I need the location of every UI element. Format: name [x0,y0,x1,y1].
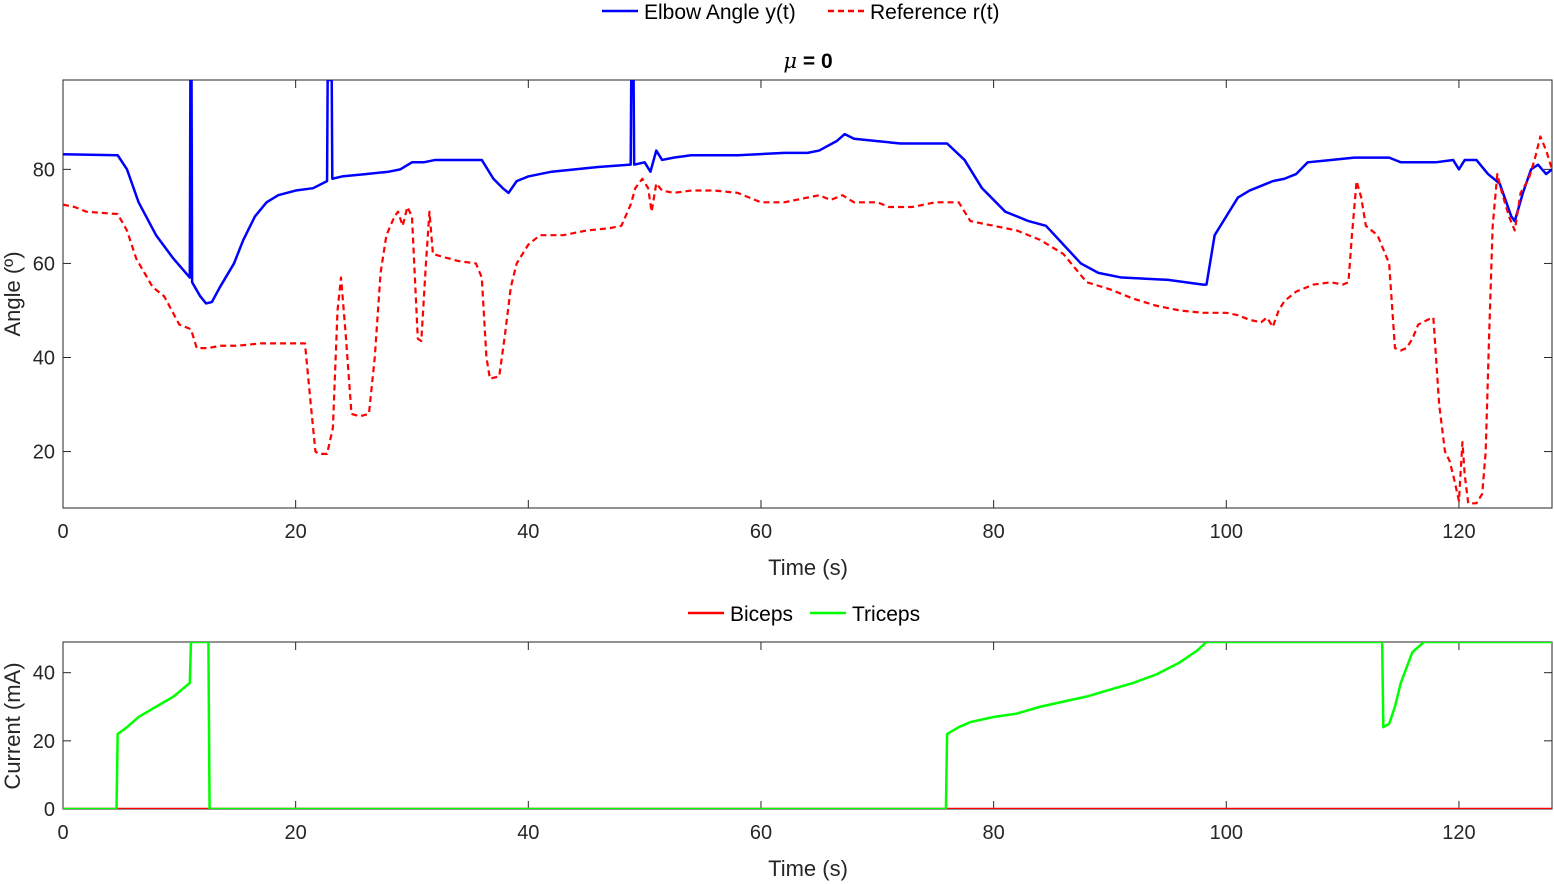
angle-xtick-label: 120 [1442,521,1475,543]
series-line-triceps [63,642,1552,809]
angle-ytick-label: 60 [33,253,55,275]
legend-label-triceps: Triceps [852,603,920,626]
current-xtick-label: 0 [57,822,68,844]
angle-legend: Elbow Angle y(t) Reference r(t) [602,1,1000,24]
angle-plot-ylabel: Angle (º) [0,251,25,336]
current-plot-ticks: 0 20 40 60 80 100 120 0 20 40 [33,642,1552,844]
title-value: = 0 [797,50,833,73]
angle-ytick-label: 80 [33,159,55,181]
current-plot-area [63,642,1552,809]
legend-label-reference: Reference r(t) [870,1,1000,24]
angle-plot-xlabel: Time (s) [768,555,848,580]
current-plot-ylabel: Current (mA) [0,662,25,789]
angle-ytick-label: 40 [33,347,55,369]
current-ytick-label: 0 [44,799,55,821]
current-xtick-label: 40 [517,822,539,844]
legend-label-biceps: Biceps [730,603,793,626]
current-xtick-label: 20 [285,822,307,844]
legend-label-elbow-angle: Elbow Angle y(t) [644,1,796,24]
current-ytick-label: 20 [33,731,55,753]
angle-plot: Elbow Angle y(t) Reference r(t) μ = 0 0 2… [0,1,1553,580]
current-plot: Biceps Triceps 0 20 40 60 80 100 120 0 20 40 Time… [0,603,1553,881]
current-plot-frame [62,641,1553,810]
current-xtick-label: 100 [1210,822,1243,844]
title-mu-symbol: μ [783,49,797,73]
current-plot-xlabel: Time (s) [768,856,848,881]
current-xtick-label: 60 [750,822,772,844]
angle-xtick-label: 80 [983,521,1005,543]
angle-xtick-label: 20 [285,521,307,543]
angle-plot-area [63,80,1552,505]
angle-plot-frame [62,79,1553,509]
current-xtick-label: 120 [1442,822,1475,844]
angle-xtick-label: 100 [1210,521,1243,543]
series-line-elbow-angle [63,80,1552,305]
current-legend: Biceps Triceps [688,603,920,626]
angle-xtick-label: 0 [57,521,68,543]
angle-plot-ticks: 0 20 40 60 80 100 120 20 40 60 80 [33,80,1552,543]
angle-xtick-label: 60 [750,521,772,543]
angle-ytick-label: 20 [33,442,55,464]
angle-xtick-label: 40 [517,521,539,543]
series-line-reference [63,135,1552,505]
angle-plot-title: μ = 0 [783,49,832,73]
current-xtick-label: 80 [983,822,1005,844]
current-ytick-label: 40 [33,663,55,685]
